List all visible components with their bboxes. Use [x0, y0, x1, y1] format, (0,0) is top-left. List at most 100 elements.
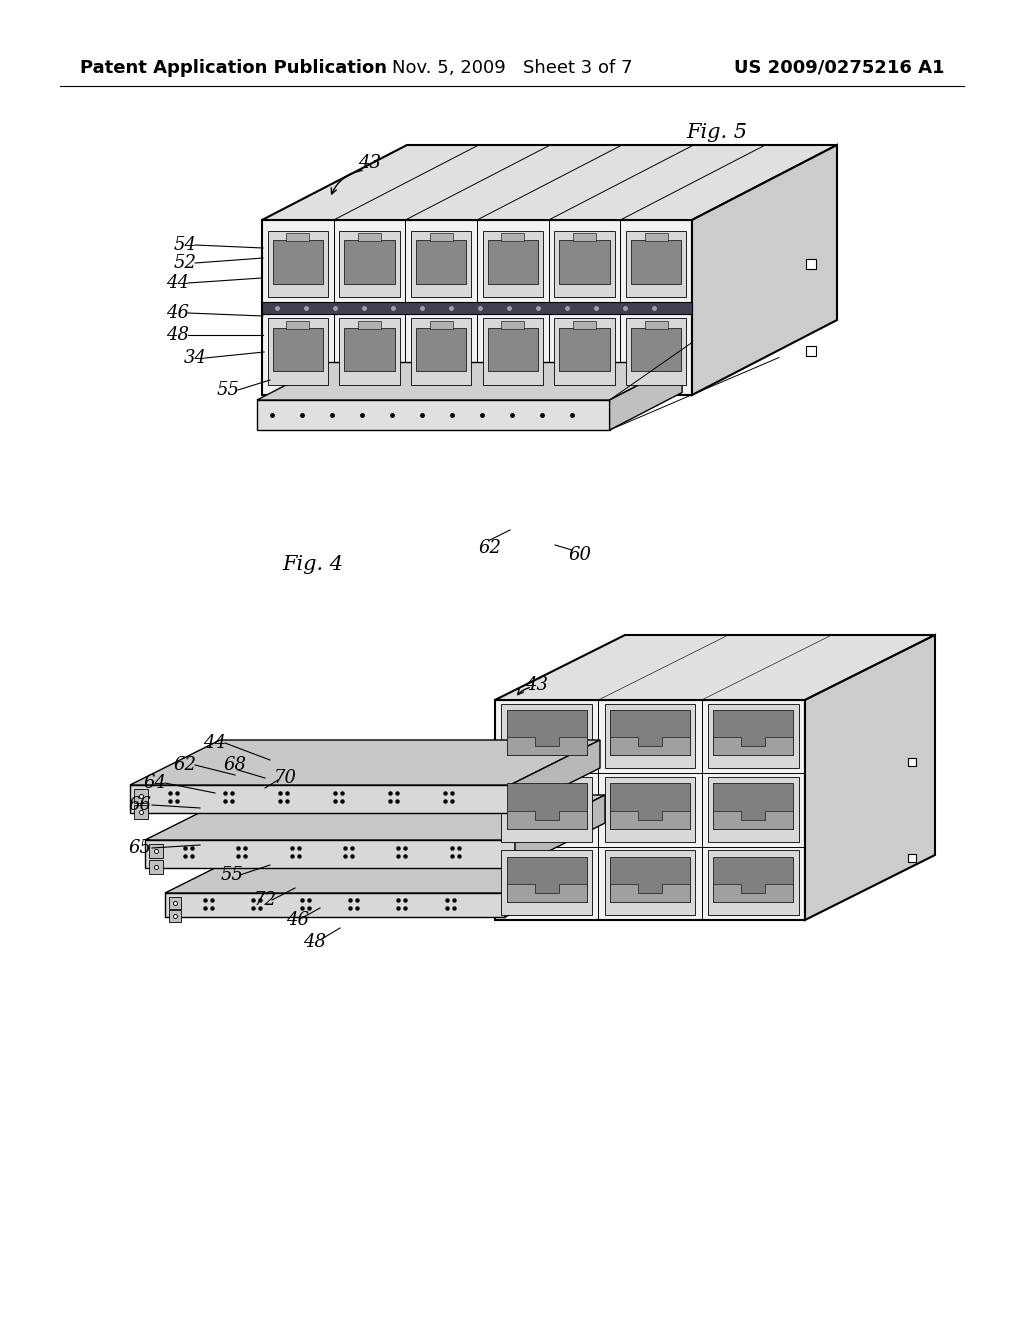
Polygon shape — [507, 710, 587, 755]
Polygon shape — [344, 327, 395, 371]
Polygon shape — [287, 234, 309, 242]
Polygon shape — [554, 318, 614, 384]
Polygon shape — [610, 857, 690, 902]
Polygon shape — [482, 231, 543, 297]
Bar — [806, 346, 816, 356]
Polygon shape — [714, 784, 794, 829]
Text: 34: 34 — [183, 348, 207, 367]
Polygon shape — [610, 884, 690, 902]
Polygon shape — [714, 710, 794, 755]
Text: 72: 72 — [254, 891, 276, 909]
Polygon shape — [130, 741, 600, 785]
Bar — [150, 845, 163, 858]
Polygon shape — [267, 231, 328, 297]
Polygon shape — [502, 234, 524, 242]
Polygon shape — [501, 850, 592, 915]
Text: 55: 55 — [216, 381, 240, 399]
Polygon shape — [145, 795, 605, 840]
Polygon shape — [257, 363, 682, 400]
Polygon shape — [692, 145, 837, 395]
Polygon shape — [708, 704, 799, 768]
Polygon shape — [411, 231, 471, 297]
Polygon shape — [515, 795, 605, 869]
Polygon shape — [510, 741, 600, 813]
Polygon shape — [287, 321, 309, 329]
Polygon shape — [554, 231, 614, 297]
Polygon shape — [714, 810, 794, 829]
Polygon shape — [257, 400, 609, 430]
Bar — [169, 909, 181, 921]
Polygon shape — [631, 327, 681, 371]
Polygon shape — [358, 234, 381, 242]
Polygon shape — [272, 240, 324, 284]
Polygon shape — [430, 234, 453, 242]
Polygon shape — [573, 234, 596, 242]
Polygon shape — [358, 321, 381, 329]
Text: 46: 46 — [167, 304, 189, 322]
Polygon shape — [507, 810, 587, 829]
Polygon shape — [714, 738, 794, 755]
Bar — [169, 896, 181, 908]
Bar — [806, 259, 816, 269]
Polygon shape — [559, 327, 609, 371]
Polygon shape — [416, 327, 467, 371]
Polygon shape — [609, 363, 682, 430]
Polygon shape — [130, 785, 510, 813]
Bar — [150, 859, 163, 874]
Polygon shape — [573, 321, 596, 329]
Polygon shape — [339, 231, 399, 297]
Text: 55: 55 — [220, 866, 244, 884]
Text: 64: 64 — [143, 774, 167, 792]
Polygon shape — [626, 231, 686, 297]
Polygon shape — [610, 810, 690, 829]
Polygon shape — [262, 301, 692, 314]
Polygon shape — [495, 700, 805, 920]
Polygon shape — [344, 240, 395, 284]
Text: 48: 48 — [167, 326, 189, 345]
Polygon shape — [805, 635, 935, 920]
Text: 44: 44 — [167, 275, 189, 292]
Text: 70: 70 — [273, 770, 297, 787]
Polygon shape — [267, 318, 328, 384]
Polygon shape — [631, 240, 681, 284]
Bar — [907, 758, 915, 766]
Polygon shape — [416, 240, 467, 284]
Polygon shape — [610, 738, 690, 755]
Polygon shape — [708, 777, 799, 842]
Polygon shape — [507, 884, 587, 902]
Polygon shape — [487, 240, 539, 284]
Text: 65: 65 — [128, 840, 152, 857]
Bar — [134, 805, 148, 818]
Polygon shape — [502, 321, 524, 329]
Polygon shape — [272, 327, 324, 371]
Polygon shape — [482, 318, 543, 384]
Polygon shape — [507, 784, 587, 829]
Polygon shape — [714, 884, 794, 902]
Polygon shape — [262, 145, 837, 220]
Bar — [134, 789, 148, 803]
Text: 68: 68 — [223, 756, 247, 774]
Polygon shape — [501, 777, 592, 842]
Text: 48: 48 — [303, 933, 327, 950]
Polygon shape — [145, 840, 515, 869]
Polygon shape — [165, 855, 582, 894]
Polygon shape — [507, 738, 587, 755]
Text: Fig. 4: Fig. 4 — [282, 556, 343, 574]
Text: 62: 62 — [478, 539, 502, 557]
Polygon shape — [339, 318, 399, 384]
Polygon shape — [604, 777, 695, 842]
Polygon shape — [604, 850, 695, 915]
Polygon shape — [626, 318, 686, 384]
Bar — [907, 854, 915, 862]
Polygon shape — [559, 240, 609, 284]
Polygon shape — [505, 855, 582, 917]
Text: 46: 46 — [287, 911, 309, 929]
Text: Nov. 5, 2009   Sheet 3 of 7: Nov. 5, 2009 Sheet 3 of 7 — [392, 59, 632, 77]
Text: US 2009/0275216 A1: US 2009/0275216 A1 — [733, 59, 944, 77]
Polygon shape — [487, 327, 539, 371]
Polygon shape — [262, 220, 692, 395]
Polygon shape — [714, 857, 794, 902]
Polygon shape — [165, 894, 505, 917]
Text: 54: 54 — [173, 236, 197, 253]
Text: 62: 62 — [173, 756, 197, 774]
